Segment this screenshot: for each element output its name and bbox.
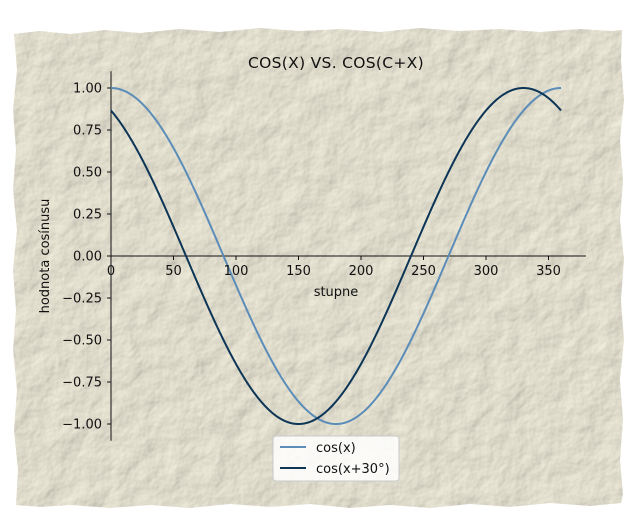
x-tick-label: 200 (349, 264, 374, 279)
legend: cos(x) cos(x+30°) (273, 436, 399, 481)
legend-label-cos-x: cos(x) (316, 441, 356, 456)
legend-label-cos-x-30: cos(x+30°) (316, 462, 390, 477)
x-tick-label: 100 (224, 264, 249, 279)
chart-title: COS(X) VS. COS(C+X) (248, 54, 424, 72)
y-tick-label: 1.00 (73, 82, 102, 97)
y-tick-label: −0.50 (62, 334, 102, 349)
y-tick-label: −0.75 (62, 376, 102, 391)
y-tick-label: −1.00 (62, 418, 102, 433)
y-tick-label: 0.25 (73, 208, 102, 223)
x-axis-label: stupne (314, 285, 359, 300)
x-tick-label: 300 (474, 264, 499, 279)
y-tick-label: −0.25 (62, 292, 102, 307)
y-tick-label: 0.50 (73, 166, 102, 181)
y-tick-label: 0.00 (73, 250, 102, 265)
x-tick-label: 50 (165, 264, 182, 279)
y-tick-label: 0.75 (73, 124, 102, 139)
x-tick-label: 150 (286, 264, 311, 279)
x-tick-label: 250 (411, 264, 436, 279)
y-axis-label: hodnota cosínusu (38, 199, 53, 314)
x-tick-label: 350 (536, 264, 561, 279)
x-tick-label: 0 (107, 264, 115, 279)
